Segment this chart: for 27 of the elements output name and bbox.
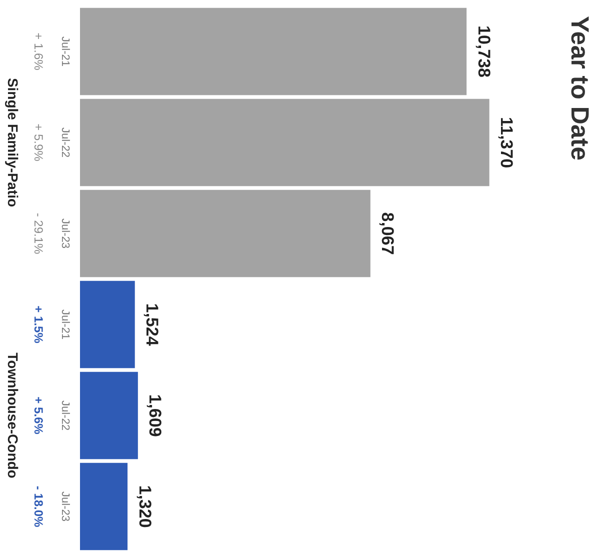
y-tick-label: Jul-23: [58, 218, 71, 248]
bar: [80, 280, 135, 368]
bar: [80, 8, 467, 96]
text: - 18.0%: [32, 486, 46, 528]
data-label: 10,738: [474, 26, 494, 78]
text: + 5.9%: [32, 124, 46, 162]
bar: [80, 190, 370, 278]
text: - 29.1%: [32, 212, 46, 255]
data-label: 1,524: [142, 303, 162, 346]
bar: [80, 462, 128, 550]
bar: [80, 372, 138, 460]
data-label: 1,320: [135, 485, 154, 528]
data-label: 1,609: [146, 394, 165, 437]
data-label: 8,067: [378, 212, 398, 255]
text: Single Family-Patio: [5, 78, 22, 208]
y-tick-label: Jul-23: [58, 492, 71, 522]
text: + 1.5%: [32, 306, 46, 344]
bar: [80, 98, 490, 186]
y-tick-label: Jul-22: [58, 128, 71, 158]
text: + 5.6%: [32, 396, 46, 435]
y-tick-label: Jul-21: [58, 36, 71, 66]
text: Year to Date: [566, 16, 594, 161]
y-tick-label: Jul-21: [58, 310, 71, 340]
data-label: 11,370: [497, 116, 516, 168]
text: + 1.6%: [32, 32, 46, 71]
y-tick-label: Jul-22: [58, 400, 71, 430]
text: Townhouse-Condo: [5, 352, 22, 478]
